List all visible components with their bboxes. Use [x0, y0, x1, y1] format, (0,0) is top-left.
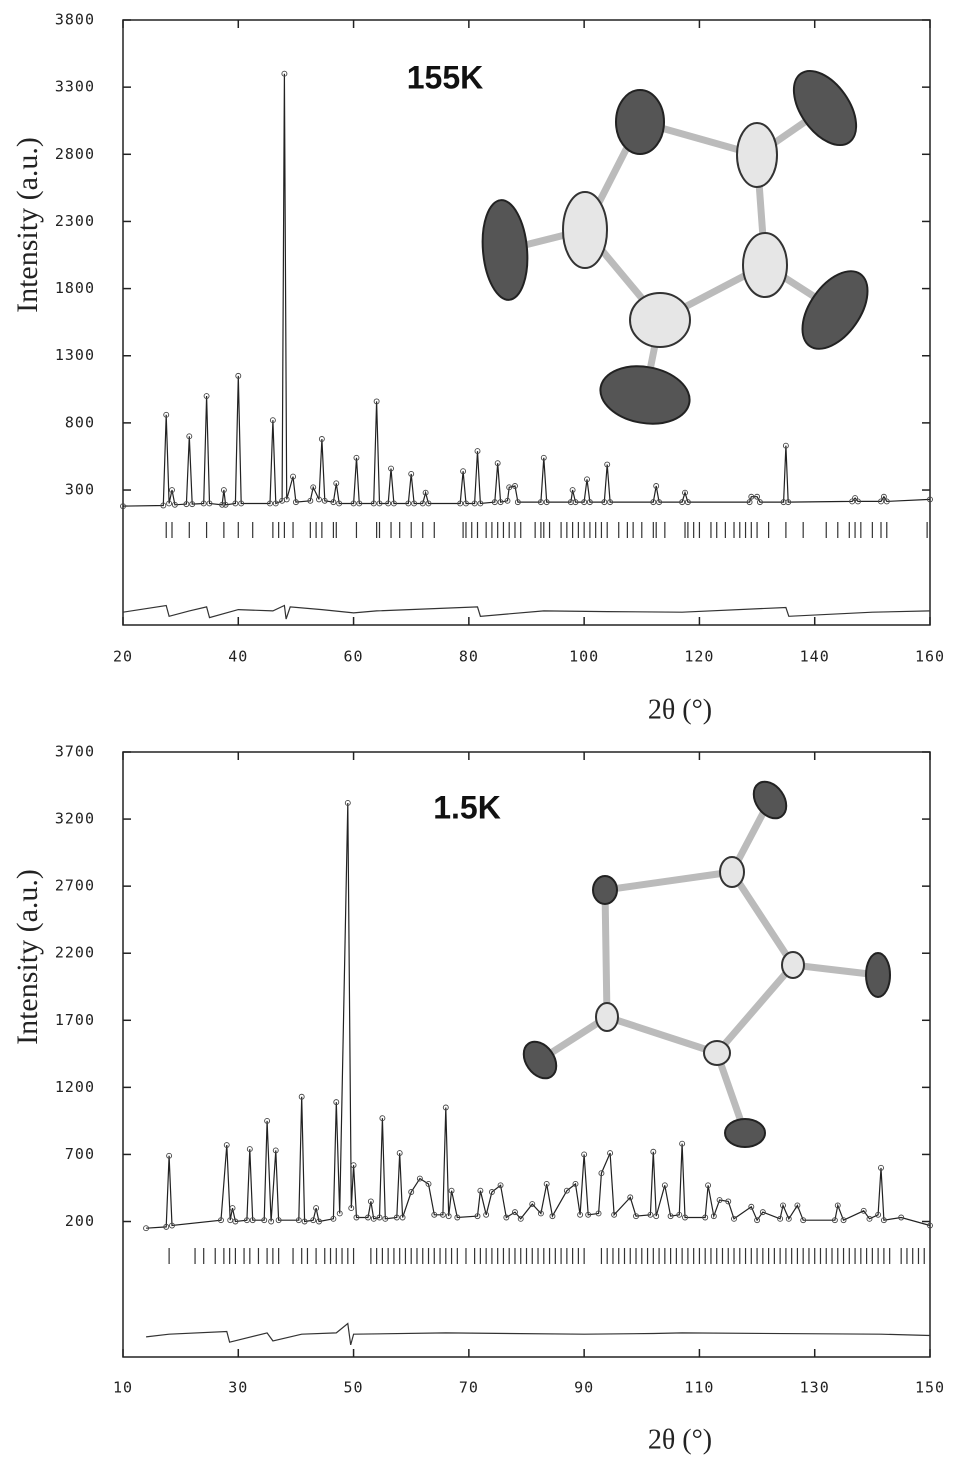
y-tick-label: 2200 — [55, 944, 95, 962]
x-tick-label: 120 — [684, 648, 714, 666]
y-tick-label: 800 — [65, 413, 95, 431]
x-tick-label: 110 — [684, 1379, 714, 1397]
x-tick-label: 90 — [574, 1379, 594, 1397]
molecule-1-5k — [517, 776, 890, 1147]
x-tick-label: 60 — [344, 648, 364, 666]
x-tick-label: 30 — [228, 1379, 248, 1397]
x-tick-label: 10 — [113, 1379, 133, 1397]
y-tick-label: 200 — [65, 1212, 95, 1230]
x-tick-label: 80 — [459, 648, 479, 666]
y-tick-label: 2800 — [55, 145, 95, 163]
x-axis-label: 2θ (°) — [648, 694, 712, 725]
profile-line — [146, 803, 930, 1228]
x-tick-label: 160 — [915, 648, 945, 666]
x-tick-label: 150 — [915, 1379, 945, 1397]
y-axis-label: Intensity (a.u.) — [11, 137, 44, 313]
y-tick-label: 3700 — [55, 743, 95, 761]
page: {"chart_data":[ {"type":"line","title":"… — [0, 0, 954, 1458]
x-tick-label: 70 — [459, 1379, 479, 1397]
y-tick-label: 3800 — [55, 11, 95, 29]
figure: 200 700 1200 1700 2200 2700 3200 3700 10 30 50 70 90… — [0, 0, 954, 1458]
x-axis-label: 2θ (°) — [648, 1424, 712, 1455]
x-tick-label: 100 — [569, 648, 599, 666]
y-tick-label: 1700 — [55, 1011, 95, 1029]
y-tick-label: 3300 — [55, 78, 95, 96]
x-tick-label: 20 — [113, 648, 133, 666]
y-tick-label: 1300 — [55, 346, 95, 364]
x-tick-label: 130 — [800, 1379, 830, 1397]
y-tick-label: 300 — [65, 481, 95, 499]
x-tick-label: 50 — [344, 1379, 364, 1397]
chart: 200 700 1200 1700 2200 2700 3200 3700 10 30 50 70 90… — [11, 743, 945, 1456]
difference-curve — [146, 1324, 930, 1345]
x-tick-label: 40 — [228, 648, 248, 666]
y-tick-label: 2700 — [55, 877, 95, 895]
chart-title: 155K — [407, 59, 484, 95]
x-tick-label: 140 — [800, 648, 830, 666]
y-tick-label: 2300 — [55, 212, 95, 230]
y-tick-label: 1200 — [55, 1078, 95, 1096]
difference-curve — [123, 606, 930, 620]
molecule-155k — [479, 60, 881, 431]
y-tick-label: 1800 — [55, 279, 95, 297]
y-tick-label: 700 — [65, 1145, 95, 1163]
chart-title: 1.5K — [433, 789, 501, 825]
y-tick-label: 3200 — [55, 810, 95, 828]
y-axis-label: Intensity (a.u.) — [11, 869, 44, 1045]
